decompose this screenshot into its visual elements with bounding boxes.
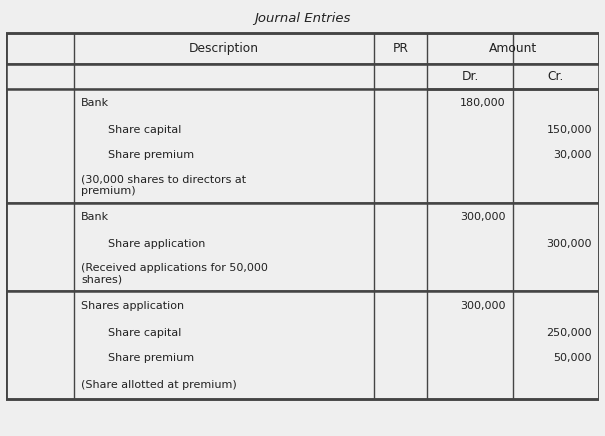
Text: Shares application: Shares application (81, 301, 185, 311)
Text: Bank: Bank (81, 99, 110, 109)
Text: Dr.: Dr. (461, 70, 479, 83)
Text: PR: PR (393, 42, 408, 55)
Text: (Received applications for 50,000: (Received applications for 50,000 (81, 263, 268, 273)
Bar (6, 292, 599, 399)
Bar (6, 34, 599, 64)
Text: 250,000: 250,000 (546, 328, 592, 338)
Bar (6, 89, 599, 203)
Text: Bank: Bank (81, 212, 110, 222)
Text: Share capital: Share capital (108, 126, 182, 136)
Text: Share application: Share application (108, 239, 206, 249)
Text: Share premium: Share premium (108, 353, 194, 363)
Text: Share premium: Share premium (108, 150, 194, 160)
Text: Amount: Amount (489, 42, 537, 55)
Text: 30,000: 30,000 (554, 150, 592, 160)
Text: Share capital: Share capital (108, 328, 182, 338)
Text: Journal Entries: Journal Entries (254, 12, 351, 25)
Text: premium): premium) (81, 186, 136, 196)
Text: (30,000 shares to directors at: (30,000 shares to directors at (81, 174, 246, 184)
Text: shares): shares) (81, 275, 122, 285)
Text: 150,000: 150,000 (546, 126, 592, 136)
Bar (6, 203, 599, 292)
Bar (6, 34, 599, 399)
Text: (Share allotted at premium): (Share allotted at premium) (81, 380, 237, 390)
Text: Description: Description (189, 42, 259, 55)
Bar (6, 64, 599, 89)
Text: 180,000: 180,000 (460, 99, 506, 109)
Text: 300,000: 300,000 (460, 301, 506, 311)
Text: 300,000: 300,000 (546, 239, 592, 249)
Text: 50,000: 50,000 (554, 353, 592, 363)
Text: 300,000: 300,000 (460, 212, 506, 222)
Text: Cr.: Cr. (548, 70, 564, 83)
